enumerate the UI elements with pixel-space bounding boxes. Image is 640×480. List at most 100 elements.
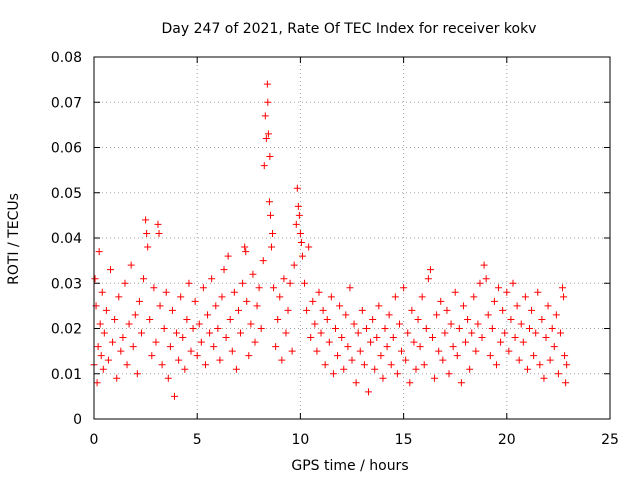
data-point xyxy=(113,374,121,382)
data-point xyxy=(542,334,550,342)
data-point xyxy=(323,315,331,323)
data-point xyxy=(230,288,238,296)
data-point xyxy=(472,347,480,355)
data-point xyxy=(177,293,185,301)
data-point xyxy=(468,329,476,337)
data-point xyxy=(373,334,381,342)
data-point xyxy=(495,284,503,292)
data-point xyxy=(208,275,216,283)
data-point xyxy=(325,338,333,346)
data-point xyxy=(385,311,393,319)
data-point xyxy=(104,356,112,364)
data-point xyxy=(455,325,463,332)
data-point xyxy=(144,243,152,251)
data-point xyxy=(96,320,104,328)
data-point xyxy=(311,320,319,328)
data-point xyxy=(352,379,360,387)
data-point xyxy=(331,325,339,332)
data-point xyxy=(329,370,337,378)
data-point xyxy=(528,306,536,314)
data-point xyxy=(127,261,135,269)
data-point xyxy=(274,315,282,323)
data-point xyxy=(257,325,265,332)
data-point xyxy=(154,220,162,228)
data-point xyxy=(334,352,342,360)
data-point xyxy=(143,229,151,237)
data-point xyxy=(133,370,141,378)
data-point xyxy=(280,275,288,283)
data-point xyxy=(290,261,298,269)
data-point xyxy=(515,356,523,364)
data-point xyxy=(462,338,470,346)
data-point xyxy=(523,365,531,373)
data-point xyxy=(383,343,391,351)
data-point xyxy=(242,248,250,256)
data-point xyxy=(264,130,272,138)
data-point xyxy=(342,311,350,319)
data-point xyxy=(245,352,253,360)
data-point xyxy=(426,266,434,274)
data-point xyxy=(358,306,366,314)
data-point xyxy=(371,365,379,373)
data-point xyxy=(387,361,395,369)
data-point xyxy=(142,216,150,224)
data-point xyxy=(179,334,187,342)
data-point xyxy=(377,352,385,360)
data-point xyxy=(218,293,226,301)
data-point xyxy=(560,293,568,301)
data-point xyxy=(111,315,119,323)
data-point xyxy=(123,361,131,369)
data-point xyxy=(140,275,148,283)
data-point xyxy=(98,288,106,296)
data-point xyxy=(526,325,534,332)
data-point xyxy=(453,352,461,360)
data-point xyxy=(350,320,358,328)
data-point xyxy=(507,315,515,323)
data-point xyxy=(94,343,102,351)
x-tick-label: 10 xyxy=(291,432,309,448)
data-point xyxy=(451,288,459,296)
data-point xyxy=(562,379,570,387)
y-tick-label: 0.05 xyxy=(51,186,82,202)
data-point xyxy=(305,243,313,251)
x-tick-labels: 0 5 10 15 20 25 xyxy=(90,432,619,448)
data-point xyxy=(360,361,368,369)
data-point xyxy=(261,112,269,120)
data-point xyxy=(418,293,426,301)
y-tick-label: 0.01 xyxy=(51,367,82,383)
data-point xyxy=(146,315,154,323)
data-point xyxy=(307,334,315,342)
data-point xyxy=(158,361,166,369)
y-tick-label: 0.08 xyxy=(51,50,82,66)
data-point xyxy=(234,306,242,314)
data-point xyxy=(102,306,110,314)
data-point xyxy=(536,361,544,369)
x-axis-title: GPS time / hours xyxy=(291,458,408,474)
data-point xyxy=(148,352,156,360)
data-point xyxy=(301,279,309,287)
chart-title: Day 247 of 2021, Rate Of TEC Index for r… xyxy=(162,21,537,37)
data-point xyxy=(226,315,234,323)
data-point xyxy=(292,220,300,228)
data-point xyxy=(513,302,521,310)
data-point xyxy=(255,284,263,292)
data-point xyxy=(449,343,457,351)
data-point xyxy=(554,370,562,378)
data-point xyxy=(168,306,176,314)
data-point xyxy=(391,293,399,301)
data-point xyxy=(135,297,143,305)
data-point xyxy=(530,352,538,360)
data-point xyxy=(95,248,103,256)
data-point xyxy=(499,306,507,314)
data-point xyxy=(356,347,364,355)
data-point xyxy=(265,198,273,206)
data-point xyxy=(193,352,201,360)
data-point xyxy=(354,329,362,337)
data-point xyxy=(243,297,251,305)
y-tick-label: 0.06 xyxy=(51,141,82,157)
data-point xyxy=(482,275,490,283)
data-point xyxy=(297,239,305,247)
data-point xyxy=(433,311,441,319)
y-tick-label: 0.03 xyxy=(51,276,82,292)
data-point xyxy=(317,329,325,337)
